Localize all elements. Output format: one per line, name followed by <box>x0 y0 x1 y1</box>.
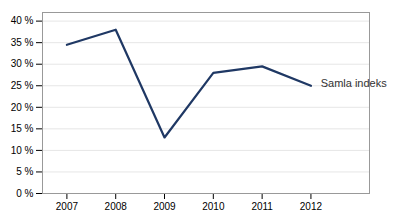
svg-text:30 %: 30 % <box>11 58 34 69</box>
svg-text:10 %: 10 % <box>11 145 34 156</box>
svg-text:15 %: 15 % <box>11 123 34 134</box>
svg-text:Samla indeks: Samla indeks <box>321 77 388 89</box>
svg-text:5 %: 5 % <box>16 166 33 177</box>
svg-text:2009: 2009 <box>153 201 176 212</box>
svg-text:40 %: 40 % <box>11 15 34 26</box>
svg-text:20 %: 20 % <box>11 102 34 113</box>
svg-text:35 %: 35 % <box>11 37 34 48</box>
svg-text:2012: 2012 <box>300 201 323 212</box>
svg-text:2011: 2011 <box>251 201 273 212</box>
svg-text:0 %: 0 % <box>16 188 33 199</box>
svg-text:2008: 2008 <box>105 201 128 212</box>
svg-text:25 %: 25 % <box>11 80 34 91</box>
svg-text:2010: 2010 <box>202 201 225 212</box>
svg-text:2007: 2007 <box>56 201 79 212</box>
